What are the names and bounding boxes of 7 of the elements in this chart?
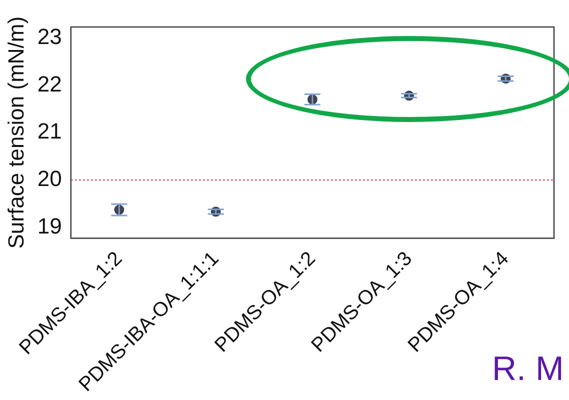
- y-tick-label: 21: [37, 118, 62, 144]
- y-tick-label: 22: [37, 71, 62, 96]
- text: R. M: [492, 350, 564, 389]
- y-tick-label: 20: [37, 166, 62, 192]
- y-tick-label: 23: [37, 24, 62, 49]
- y-axis-title: Surface tension (mN/m): [3, 16, 28, 249]
- y-tick-label: 19: [37, 213, 62, 238]
